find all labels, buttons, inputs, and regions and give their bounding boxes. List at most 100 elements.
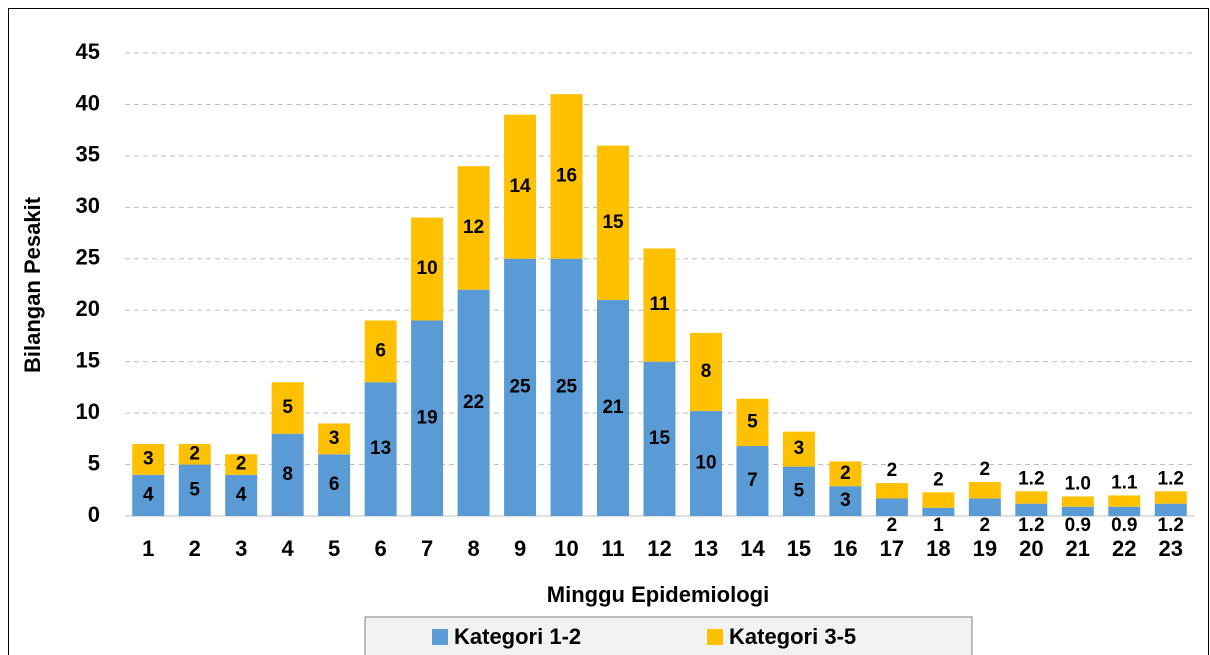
x-tick-label: 5 <box>328 536 340 561</box>
bar-segment <box>318 454 351 516</box>
bar-segment <box>504 258 537 516</box>
bar-segment <box>318 423 351 455</box>
bar-segment <box>411 320 444 516</box>
bar-segment <box>597 145 630 300</box>
x-tick-label: 12 <box>647 536 671 561</box>
x-tick-label: 2 <box>189 536 201 561</box>
data-label: 5 <box>794 480 805 501</box>
legend-label: Kategori 3-5 <box>729 624 856 649</box>
data-label: 5 <box>747 411 758 432</box>
data-label: 3 <box>840 490 851 511</box>
bar-segment <box>922 507 955 516</box>
bar-segment <box>1108 495 1141 507</box>
x-tick-label: 15 <box>787 536 811 561</box>
bar-segment <box>782 431 815 467</box>
x-tick-label: 9 <box>514 536 526 561</box>
x-tick-label: 22 <box>1112 536 1136 561</box>
data-label: 8 <box>282 464 293 485</box>
data-label: 4 <box>236 484 247 505</box>
data-label: 2 <box>933 469 944 490</box>
data-label: 16 <box>556 165 577 186</box>
data-label: 1 <box>933 515 944 536</box>
y-axis-title: Bilangan Pesakit <box>20 196 45 373</box>
data-label: 0.9 <box>1065 515 1091 536</box>
bar-segment <box>875 498 908 516</box>
y-tick-label: 45 <box>76 39 100 64</box>
data-label: 2 <box>887 460 898 481</box>
data-label: 1.1 <box>1111 472 1138 493</box>
bar-segment <box>736 398 769 447</box>
data-label: 19 <box>417 407 438 428</box>
data-label: 7 <box>747 470 758 491</box>
data-label: 3 <box>143 448 154 469</box>
x-tick-label: 23 <box>1159 536 1183 561</box>
data-label: 1.2 <box>1158 515 1184 536</box>
bar-segment <box>411 217 444 321</box>
data-label: 25 <box>556 376 578 397</box>
chart-frame <box>8 8 1209 655</box>
bar-segment <box>1015 491 1048 504</box>
data-label: 3 <box>329 428 340 449</box>
data-label: 1.2 <box>1018 468 1044 489</box>
bar-segment <box>457 289 490 516</box>
bar-segment <box>782 466 815 516</box>
bar-segment <box>225 474 258 516</box>
x-tick-label: 19 <box>973 536 997 561</box>
legend-label: Kategori 1-2 <box>454 624 581 649</box>
data-label: 12 <box>463 217 484 238</box>
x-tick-label: 17 <box>880 536 904 561</box>
data-label: 10 <box>695 453 716 474</box>
data-label: 4 <box>143 484 154 505</box>
x-tick-label: 14 <box>740 536 765 561</box>
bar-segment <box>1154 503 1187 516</box>
data-label: 2 <box>980 459 991 480</box>
bar-segment <box>1061 496 1094 507</box>
bar-segment <box>875 483 908 499</box>
bar-segment <box>643 361 676 516</box>
x-tick-label: 7 <box>421 536 433 561</box>
bar-segment <box>178 443 211 465</box>
data-label: 5 <box>189 479 200 500</box>
bar-segment <box>736 446 769 516</box>
y-tick-label: 40 <box>76 90 100 115</box>
bar-segment <box>1108 506 1141 516</box>
data-label: 11 <box>649 294 670 315</box>
data-label: 14 <box>509 176 531 197</box>
bar-segment <box>968 482 1001 499</box>
bar-segment <box>225 454 258 475</box>
bar-segment <box>132 443 165 475</box>
x-tick-label: 10 <box>554 536 578 561</box>
data-label: 2 <box>189 443 200 464</box>
x-tick-label: 6 <box>375 536 387 561</box>
bar-segment <box>504 114 537 259</box>
data-label: 10 <box>417 258 438 279</box>
data-label: 1.0 <box>1065 473 1091 494</box>
y-tick-label: 15 <box>76 347 100 372</box>
x-tick-label: 20 <box>1019 536 1043 561</box>
bar-segment <box>1154 491 1187 504</box>
y-tick-label: 35 <box>76 142 100 167</box>
data-label: 8 <box>701 361 712 382</box>
bar-segment <box>829 486 862 516</box>
x-tick-label: 11 <box>601 536 624 561</box>
x-tick-label: 4 <box>282 536 295 561</box>
bar-segment <box>1061 506 1094 516</box>
data-label: 3 <box>794 438 805 459</box>
y-tick-label: 20 <box>76 296 100 321</box>
data-label: 21 <box>602 397 624 418</box>
x-tick-label: 18 <box>926 536 950 561</box>
bar-segment <box>364 382 397 516</box>
bar-segment <box>643 248 676 362</box>
bar-segment <box>132 474 165 516</box>
data-label: 22 <box>463 392 484 413</box>
data-label: 15 <box>602 212 624 233</box>
bar-segment <box>178 464 211 516</box>
y-tick-label: 25 <box>76 245 100 270</box>
y-tick-label: 5 <box>88 450 100 475</box>
bar-segment <box>364 320 397 383</box>
data-label: 2 <box>887 515 898 536</box>
data-label: 2 <box>980 515 991 536</box>
data-label: 6 <box>375 340 386 361</box>
data-label: 2 <box>840 463 851 484</box>
